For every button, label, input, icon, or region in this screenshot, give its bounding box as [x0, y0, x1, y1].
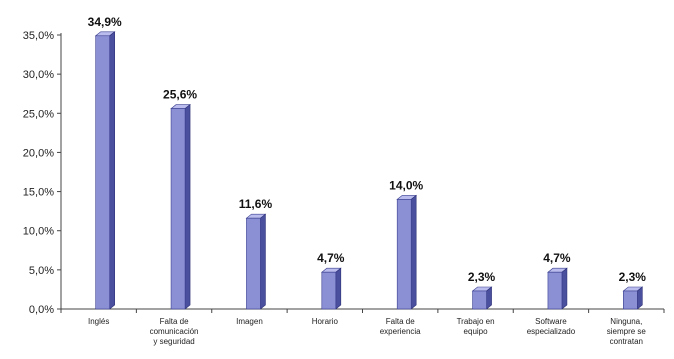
y-tick-label: 30,0%	[23, 69, 54, 81]
x-tick-label-line: experiencia	[380, 327, 421, 336]
x-tick-label-line: Imagen	[236, 317, 263, 326]
bar	[471, 286, 493, 310]
x-tick-label-line: Inglés	[88, 317, 109, 326]
bar	[547, 267, 568, 310]
bar-side-face	[561, 267, 568, 310]
data-label: 4,7%	[317, 251, 345, 265]
bar-side-face	[184, 103, 191, 310]
x-tick-label-line: Software	[535, 317, 567, 326]
bar-side-face	[637, 286, 643, 310]
bar	[245, 213, 267, 310]
y-tick-label: 25,0%	[23, 108, 54, 120]
data-label: 2,3%	[619, 270, 647, 284]
bar-front-face	[321, 271, 337, 310]
x-tick-label: Falta de experiencia	[380, 317, 421, 336]
bar	[94, 31, 116, 310]
bar-front-face	[547, 271, 563, 310]
x-tick-label: Falta de comunicación y seguridad	[150, 317, 199, 346]
x-tick-label: Ninguna, siempre se contratan	[607, 317, 647, 346]
x-tick-label: Inglés	[88, 317, 109, 326]
x-tick-label-line: Ninguna,	[610, 317, 642, 326]
bar-side-face	[486, 286, 492, 310]
data-label: 34,9%	[88, 15, 122, 29]
axes: 0,0% 5,0% 10,0% 15,0% 20,0% 25,0% 30,0% 35,0% In…	[23, 30, 665, 346]
data-labels: 34,9% 25,6% 11,6% 4,7% 14,0% 2,3% 4,7% 2,3%	[88, 15, 647, 284]
x-tick-label: Horario	[312, 317, 339, 326]
x-tick-label-line: contratan	[610, 337, 643, 346]
bar-front-face	[472, 290, 487, 310]
data-label: 25,6%	[163, 88, 197, 102]
y-tick-label: 35,0%	[23, 30, 54, 42]
x-tick-label-line: Falta de	[386, 317, 415, 326]
bar-side-face	[260, 213, 266, 310]
bar	[170, 103, 191, 310]
data-label: 11,6%	[239, 197, 273, 211]
x-tick-label-line: equipo	[464, 327, 489, 336]
data-label: 14,0%	[389, 178, 423, 192]
bars	[94, 31, 644, 310]
x-tick-label-line: y seguridad	[153, 337, 194, 346]
bar	[320, 267, 342, 310]
bar-front-face	[95, 35, 110, 310]
x-tick-label-line: siempre se	[607, 327, 647, 336]
x-tick-label-line: comunicación	[150, 327, 199, 336]
bar-side-face	[335, 267, 342, 310]
bar-side-face	[109, 31, 115, 310]
bar	[396, 194, 418, 310]
data-label: 2,3%	[468, 270, 496, 284]
x-tick-label-line: Falta de	[160, 317, 189, 326]
bar-front-face	[170, 108, 186, 310]
x-tick-label-line: Horario	[312, 317, 339, 326]
x-tick-label: Imagen	[236, 317, 263, 326]
bar	[622, 286, 644, 310]
bar-front-face	[246, 217, 261, 310]
y-tick-label: 15,0%	[23, 187, 54, 199]
data-label: 4,7%	[543, 251, 571, 265]
y-tick-label: 10,0%	[23, 226, 54, 238]
y-tick-label: 20,0%	[23, 147, 54, 159]
bar-side-face	[410, 194, 417, 310]
bar-front-face	[623, 290, 638, 310]
x-tick-label: Software especializado	[527, 317, 576, 336]
bar-front-face	[396, 199, 412, 310]
y-tick-label: 5,0%	[29, 265, 54, 277]
x-tick-label-line: especializado	[527, 327, 576, 336]
x-tick-label-line: Trabajo en	[457, 317, 495, 326]
x-tick-label: Trabajo en equipo	[457, 317, 495, 336]
y-tick-label: 0,0%	[29, 304, 54, 316]
